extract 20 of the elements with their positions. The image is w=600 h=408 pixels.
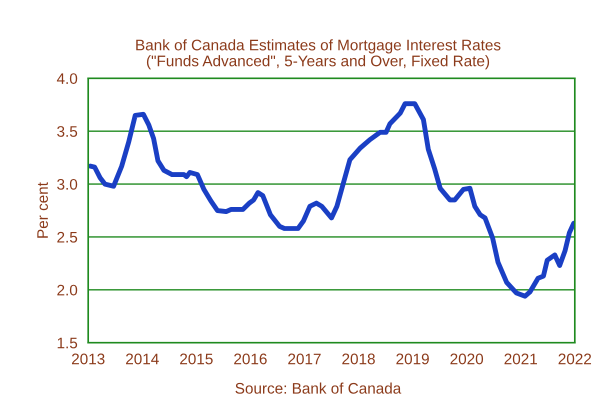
x-tick-label: 2019 [396,354,429,364]
y-tick-label: 2.5 [57,232,78,243]
x-tick-label: 2022 [558,354,592,364]
y-tick-label: 3.0 [57,178,78,190]
y-tick-label: 3.5 [57,126,78,137]
y-tick-label: 2.0 [57,284,78,296]
y-tick-label: 1.5 [58,338,78,348]
x-tick-label: 2021 [504,354,537,364]
source-note: Source: Bank of Canada [235,382,402,394]
x-tick-label: 2016 [234,354,267,364]
x-tick-label: 2020 [450,354,484,364]
line-series [88,101,575,299]
chart-title: Bank of Canada Estimates of Mortgage Interest Rates ("Funds Advanced", 5-Years and Over, Fixed Rate) [136,39,500,70]
x-tick-label: 2015 [180,354,213,364]
x-tick-label: 2017 [288,354,321,364]
y-tick-label: 4.0 [56,73,78,84]
x-tick-label: 2018 [342,354,375,364]
x-tick-label: 2014 [126,354,159,364]
y-axis-title: Per cent [37,182,48,238]
x-tick-label: 2013 [72,354,105,364]
